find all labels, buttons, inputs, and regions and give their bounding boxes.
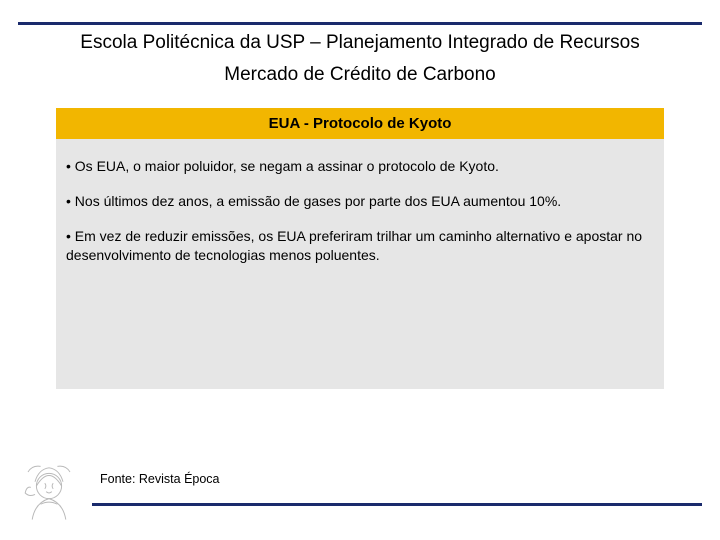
top-rule — [18, 22, 702, 25]
bullet-item: • Nos últimos dez anos, a emissão de gas… — [66, 192, 654, 211]
bottom-rule — [92, 503, 702, 506]
box-body: • Os EUA, o maior poluidor, se negam a a… — [56, 139, 664, 389]
box-header: EUA - Protocolo de Kyoto — [56, 108, 664, 139]
page-title: Escola Politécnica da USP – Planejamento… — [0, 32, 720, 54]
content-box: EUA - Protocolo de Kyoto • Os EUA, o mai… — [56, 108, 664, 389]
bullet-item: • Os EUA, o maior poluidor, se negam a a… — [66, 157, 654, 176]
bullet-item: • Em vez de reduzir emissões, os EUA pre… — [66, 227, 654, 265]
page-subtitle: Mercado de Crédito de Carbono — [0, 64, 720, 86]
source-text: Fonte: Revista Época — [100, 472, 220, 486]
minerva-logo-icon — [14, 458, 84, 528]
